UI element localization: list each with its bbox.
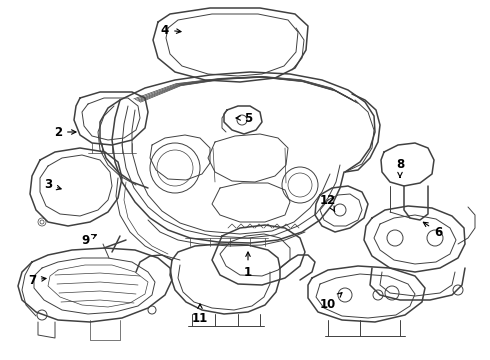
Text: 11: 11 (192, 304, 208, 324)
Text: 10: 10 (320, 293, 342, 311)
Text: 6: 6 (423, 222, 442, 238)
Text: 12: 12 (320, 194, 336, 212)
Text: 8: 8 (396, 158, 404, 177)
Text: 9: 9 (81, 234, 97, 247)
Text: 4: 4 (161, 23, 181, 36)
Text: 5: 5 (236, 112, 252, 125)
Text: 7: 7 (28, 274, 46, 287)
Text: 3: 3 (44, 179, 61, 192)
Text: 1: 1 (244, 252, 252, 279)
Text: 2: 2 (54, 126, 76, 139)
